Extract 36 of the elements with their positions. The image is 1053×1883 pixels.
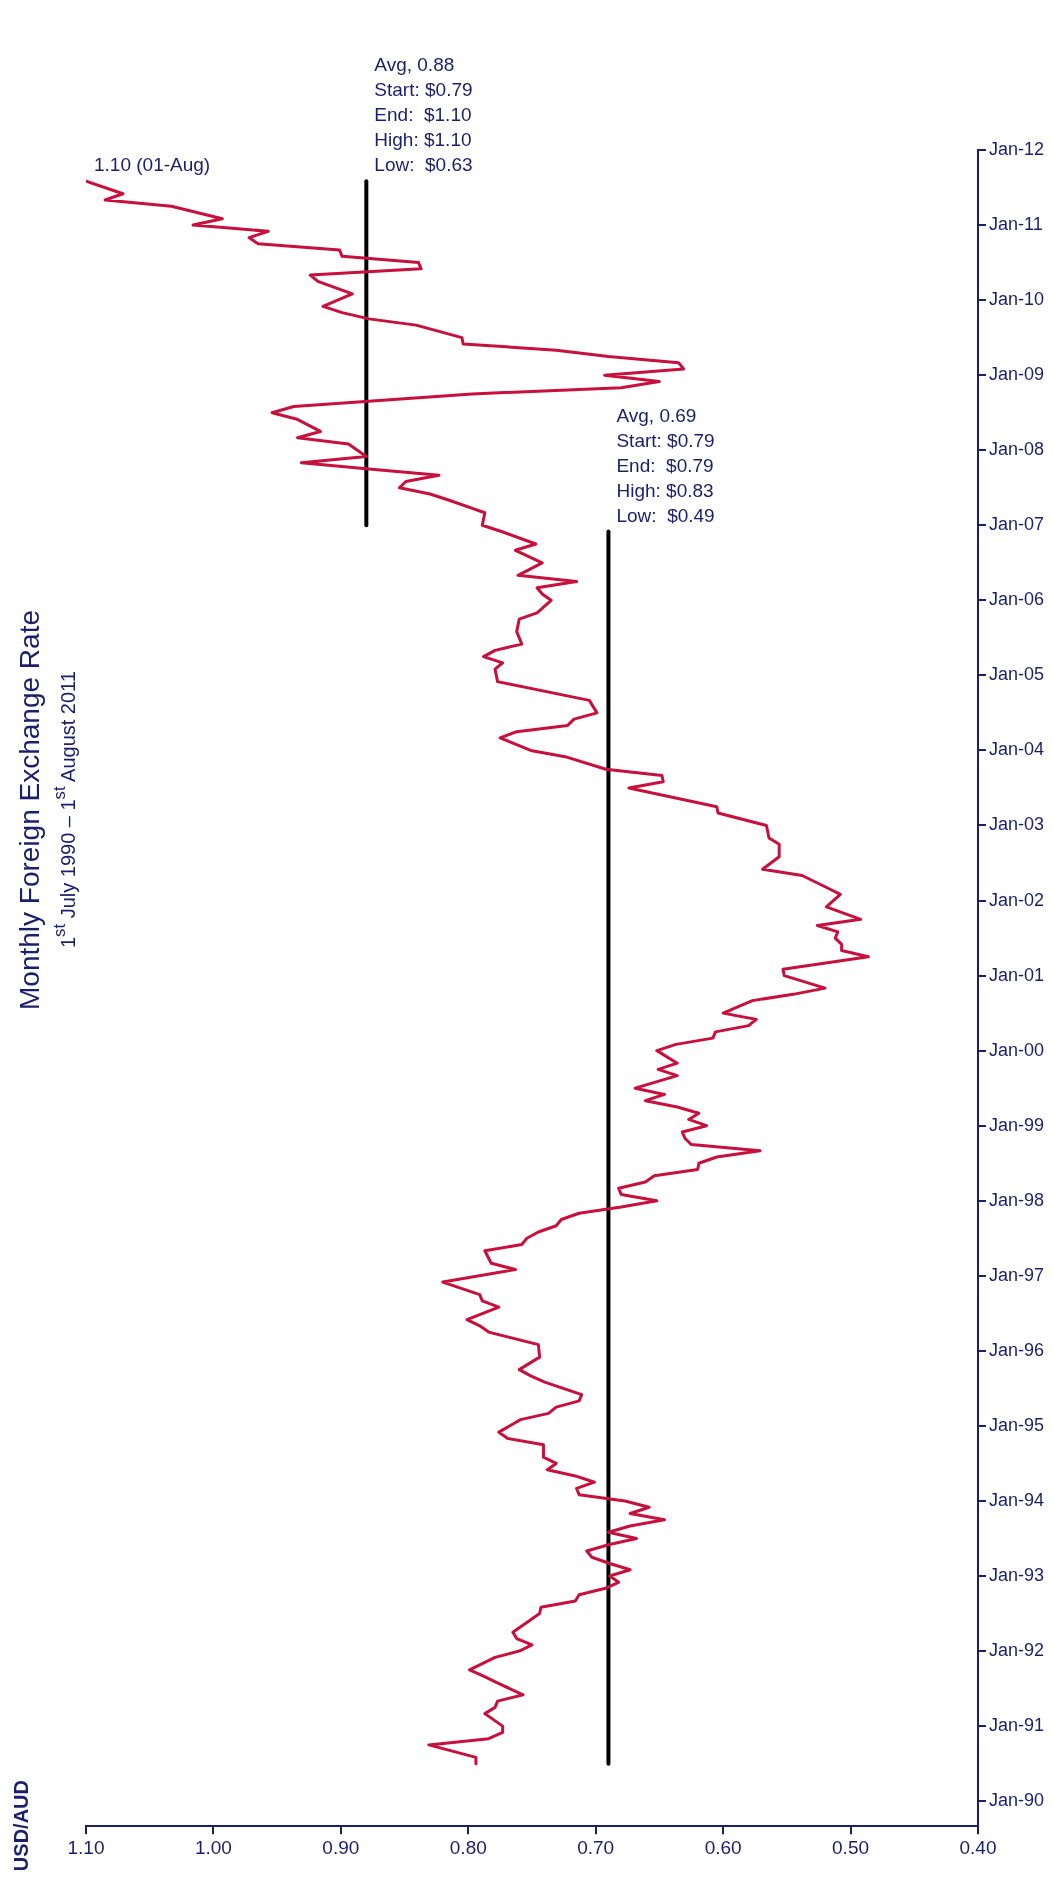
y-tick-label: Jan-04 <box>988 739 1045 760</box>
y-tick-label: Jan-09 <box>988 364 1045 385</box>
y-tick-label: Jan-97 <box>988 1264 1045 1285</box>
y-tick-label: Jan-06 <box>988 589 1045 610</box>
y-tick-label: Jan-05 <box>988 664 1045 685</box>
y-tick-label: Jan-08 <box>988 439 1045 460</box>
y-tick-label: Jan-95 <box>988 1414 1045 1435</box>
y-tick-label: Jan-03 <box>988 814 1045 835</box>
x-tick-label: 1.00 <box>194 1836 232 1858</box>
y-tick-label: Jan-07 <box>988 514 1045 535</box>
x-tick-label: 0.60 <box>704 1836 742 1858</box>
y-tick-label: Jan-94 <box>988 1489 1045 1510</box>
y-tick-label: Jan-96 <box>988 1339 1045 1360</box>
y-tick-label: Jan-10 <box>988 289 1045 310</box>
y-tick-label: Jan-91 <box>988 1715 1045 1736</box>
y-tick-label: Jan-93 <box>988 1564 1045 1585</box>
y-tick-label: Jan-99 <box>988 1114 1045 1135</box>
x-tick-label: 0.80 <box>449 1836 487 1858</box>
y-axis-title: USD/AUD <box>10 1780 33 1872</box>
y-tick-label: Jan-12 <box>988 138 1045 159</box>
text: Monthly Foreign Exchange Rate <box>14 609 46 1012</box>
x-tick-label: 0.90 <box>322 1836 360 1858</box>
y-tick-label: Jan-01 <box>988 964 1045 985</box>
annotation: Avg, 0.88 Start: $0.79 End: $1.10 High: $1.10 Low: $0.63 <box>374 54 473 176</box>
y-tick-label: Jan-11 <box>988 214 1043 235</box>
x-tick-label: 0.50 <box>832 1836 870 1858</box>
y-tick-label: Jan-02 <box>988 889 1045 910</box>
annotation: 1.10 (01-Aug) <box>94 154 211 176</box>
y-tick-label: Jan-00 <box>988 1039 1045 1060</box>
x-tick-label: 0.40 <box>959 1836 997 1858</box>
annotation: Avg, 0.69 Start: $0.79 End: $0.79 High: $0.83 Low: $0.49 <box>616 404 715 526</box>
x-tick-label: 0.70 <box>577 1836 615 1858</box>
y-tick-label: Jan-92 <box>988 1640 1045 1661</box>
y-tick-label: Jan-98 <box>988 1189 1045 1210</box>
y-tick-label: Jan-90 <box>988 1790 1045 1811</box>
x-tick-label: 1.10 <box>67 1836 105 1858</box>
